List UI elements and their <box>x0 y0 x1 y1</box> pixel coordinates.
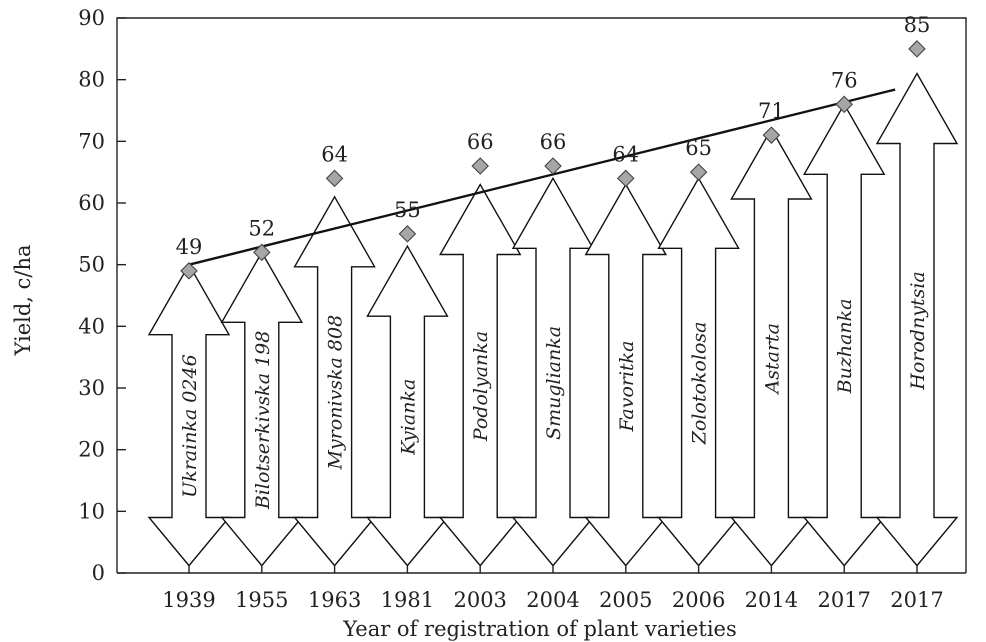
axes: 0 10 20 30 40 50 60 70 80 90 1939 1955 1963 1981 2003 2… <box>78 6 967 612</box>
x-tick-label: 2005 <box>599 588 652 612</box>
data-point <box>617 169 635 188</box>
y-tick-label: 20 <box>78 438 105 462</box>
y-tick-label: 0 <box>92 561 105 585</box>
data-label: 66 <box>540 130 567 154</box>
x-axis-title: Year of registration of plant varieties <box>342 617 737 641</box>
variety-label: Kyianka <box>397 379 419 456</box>
variety-label: Smuglianka <box>543 326 565 440</box>
x-tick-label: 1963 <box>308 588 361 612</box>
x-tick-label: 2014 <box>745 588 798 612</box>
y-tick-label: 10 <box>78 499 105 523</box>
x-tick-label: 2006 <box>672 588 725 612</box>
variety-label: Zolotokolosa <box>689 322 711 446</box>
data-point <box>325 169 344 188</box>
variety-label: Astarta <box>761 323 783 395</box>
y-tick-label: 30 <box>78 376 105 400</box>
data-label: 64 <box>321 142 348 166</box>
x-tick-label: 1981 <box>381 588 434 612</box>
data-point <box>471 157 489 175</box>
data-label: 52 <box>248 216 275 240</box>
data-point <box>544 157 562 175</box>
variety-label: Bilotserkivska 198 <box>252 331 274 511</box>
variety-label: Favoritka <box>616 340 638 432</box>
y-tick-label: 40 <box>78 314 105 338</box>
data-point <box>180 262 198 280</box>
trend-line <box>188 88 896 266</box>
data-point <box>762 126 781 144</box>
data-point <box>689 163 708 181</box>
variety-label: Horodnytsia <box>907 271 929 390</box>
x-tick-label: 1939 <box>162 588 215 612</box>
plot-frame <box>116 17 967 573</box>
variety-label: Buzhanka <box>834 298 856 394</box>
y-axis-title: Yield, c/ha <box>11 244 35 356</box>
data-point <box>398 225 417 243</box>
data-label: 55 <box>394 198 421 222</box>
x-tick-label: 2003 <box>453 588 506 612</box>
x-tick-label: 1955 <box>235 588 288 612</box>
data-label: 49 <box>176 235 203 259</box>
data-label: 65 <box>685 136 712 160</box>
variety-label: Ukrainka 0246 <box>179 354 201 497</box>
variety-label: Podolyanka <box>470 331 492 442</box>
data-point <box>253 243 271 262</box>
trend-line-group <box>188 88 896 266</box>
data-label: 71 <box>758 99 785 123</box>
x-tick-label: 2017 <box>817 588 870 612</box>
y-tick-label: 50 <box>78 253 105 277</box>
data-label: 76 <box>831 68 858 92</box>
data-label: 85 <box>904 13 931 37</box>
data-label: 64 <box>612 142 639 166</box>
y-tick-label: 90 <box>78 6 105 30</box>
data-point <box>835 95 853 114</box>
x-tick-label: 2004 <box>526 588 579 612</box>
y-tick-label: 60 <box>78 191 105 215</box>
data-points: 49 52 64 55 66 66 64 65 71 76 85 <box>176 13 931 280</box>
variety-arrows: Ukrainka 0246 Bilotserkivska 198 Myronivsk… <box>147 72 959 567</box>
variety-label: Myronivska 808 <box>325 315 347 471</box>
y-tick-label: 70 <box>78 129 105 153</box>
x-tick-label: 2017 <box>890 588 943 612</box>
data-point <box>908 40 926 58</box>
y-tick-label: 80 <box>78 68 105 92</box>
data-label: 66 <box>467 130 494 154</box>
